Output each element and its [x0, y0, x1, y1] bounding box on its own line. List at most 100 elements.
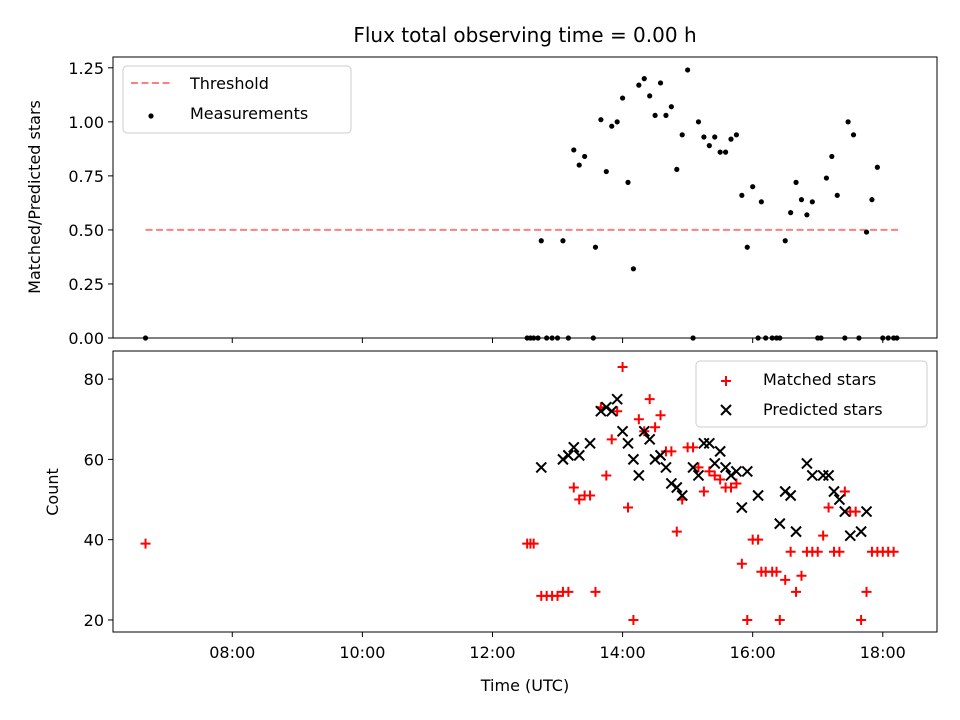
matched-star-point: [655, 410, 666, 421]
measurement-point: [793, 179, 799, 185]
measurement-point: [679, 132, 685, 138]
predicted-star-point: [822, 469, 835, 482]
predicted-star-point: [660, 461, 672, 474]
predicted-star-point: [839, 505, 851, 518]
predicted-star-point: [736, 501, 748, 514]
measurement-point: [834, 192, 840, 198]
bottom-y-tick-label: 60: [84, 450, 104, 469]
measurement-point: [863, 229, 870, 235]
matched-star-point: [693, 462, 704, 473]
measurement-point: [744, 244, 750, 250]
predicted-star-point: [643, 433, 656, 446]
predicted-star-point: [709, 457, 721, 470]
measurement-point: [809, 199, 815, 205]
legend-predicted-label: Predicted stars: [763, 400, 883, 419]
top-axes-frame: [112, 56, 938, 339]
predicted-star-point: [833, 493, 846, 506]
measurement-point: [652, 112, 658, 118]
bottom-x-tick-label: 18:00: [860, 643, 906, 662]
measurement-point: [804, 212, 810, 218]
measurement-point: [685, 67, 691, 73]
matched-star-point: [552, 590, 563, 601]
matched-star-point: [574, 494, 585, 505]
predicted-star-point: [535, 461, 547, 474]
measurement-point: [695, 119, 702, 125]
measurement-point: [798, 197, 805, 203]
legend-matched-swatch: [721, 376, 731, 386]
matched-star-point: [590, 586, 601, 597]
predicted-star-point: [774, 517, 786, 530]
bottom-y-tick-label: 40: [84, 531, 104, 550]
predicted-star-point: [638, 425, 650, 437]
matched-star-point: [856, 614, 867, 625]
predicted-star-point: [573, 449, 585, 462]
measurement-point: [750, 184, 756, 190]
predicted-star-point: [790, 525, 802, 538]
measurement-point: [733, 132, 740, 138]
matched-star-point: [823, 502, 834, 513]
measurement-point: [722, 149, 729, 155]
matched-star-point: [623, 502, 633, 513]
legend-measurement-swatch: [148, 113, 154, 119]
predicted-star-point: [828, 485, 840, 498]
legend-threshold-label: Threshold: [189, 74, 269, 93]
top-y-tick-label: 1.25: [68, 59, 104, 78]
matched-star-point: [601, 470, 612, 481]
top-panel: 0.00 0.25 0.50 0.75 1.00 1.25 Threshold Measure…: [68, 56, 938, 348]
predicted-star-point: [730, 465, 743, 478]
predicted-star-point: [844, 529, 856, 542]
predicted-star-point: [752, 489, 764, 502]
measurement-point: [782, 238, 788, 244]
matched-star-point: [742, 614, 753, 625]
measurement-point: [538, 238, 544, 244]
matched-star-point: [839, 486, 850, 497]
measurement-point: [576, 162, 582, 168]
measurement-point: [874, 164, 880, 170]
measurement-point: [668, 104, 674, 110]
measurement-point: [614, 119, 620, 125]
matched-star-point: [628, 614, 639, 625]
matched-star-point: [888, 546, 899, 557]
matched-star-point: [633, 414, 644, 425]
measurement-point: [625, 179, 631, 185]
measurement-point: [630, 266, 637, 272]
matched-star-point: [617, 362, 628, 373]
chart-title: Flux total observing time = 0.00 h: [353, 23, 696, 47]
bottom-legend-box: [695, 360, 928, 428]
matched-star-point: [774, 614, 785, 625]
measurement-point: [829, 153, 835, 160]
predicted-star-point: [627, 453, 640, 466]
matched-star-point: [818, 530, 829, 541]
bottom-x-tick-label: 12:00: [469, 643, 515, 662]
matched-star-point: [650, 422, 661, 433]
predicted-star-point: [806, 469, 819, 482]
matched-star-point: [606, 434, 617, 445]
measurement-point: [706, 143, 712, 149]
top-y-tick-label: 0.25: [68, 275, 104, 294]
matched-star-point: [644, 394, 655, 405]
measurement-point: [636, 82, 642, 88]
matched-star-point: [140, 538, 151, 549]
predicted-star-point: [568, 441, 580, 454]
predicted-star-point: [654, 449, 667, 462]
predicted-star-point: [671, 481, 683, 494]
measurement-point: [598, 117, 604, 123]
measurement-point: [603, 168, 609, 175]
x-axis-label: Time (UTC): [480, 676, 569, 695]
bottom-panel: 20 40 60 80 08:00 10:00 12:00 14:00 16:00 18:00 Ma…: [84, 350, 938, 662]
bottom-legend: Matched stars Predicted stars: [695, 360, 928, 428]
matched-star-point: [796, 570, 807, 581]
predicted-star-point: [719, 461, 732, 474]
measurement-point: [788, 210, 794, 216]
measurement-point: [674, 166, 680, 172]
matched-star-point: [861, 586, 872, 597]
measurement-point: [845, 119, 851, 125]
measurement-point: [758, 199, 764, 205]
measurement-point: [850, 132, 857, 138]
matched-star-point: [698, 486, 709, 497]
top-legend-box: [122, 65, 352, 134]
measurement-point: [701, 134, 707, 140]
matched-star-point: [731, 478, 742, 489]
measurement-point: [657, 80, 664, 86]
measurement-point: [823, 175, 830, 181]
